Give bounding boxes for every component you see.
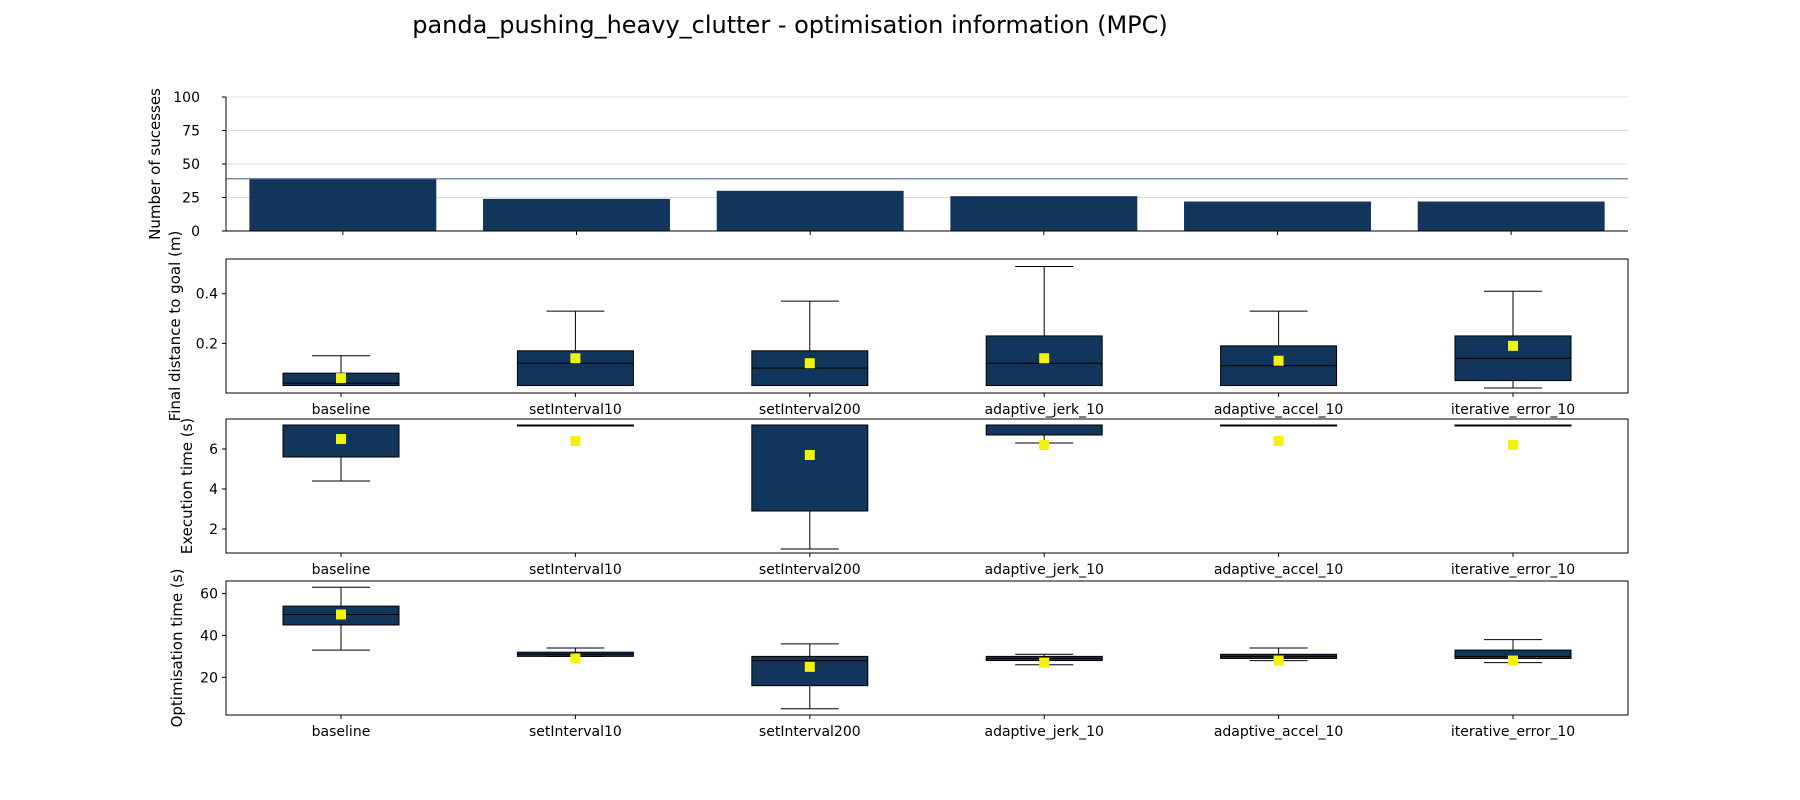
figure-title: panda_pushing_heavy_clutter - optimisati… xyxy=(412,11,1168,39)
axes-frame xyxy=(225,418,1629,554)
box-adaptive_accel_10 xyxy=(1220,424,1338,446)
bar-setInterval200 xyxy=(716,190,904,231)
box-adaptive_jerk_10 xyxy=(985,653,1103,668)
x-tick-label: iterative_error_10 xyxy=(1451,724,1575,740)
x-tick-label: setInterval10 xyxy=(529,562,622,578)
y-tick-label: 50 xyxy=(182,157,200,173)
x-tick-label: adaptive_accel_10 xyxy=(1214,562,1344,578)
box-setInterval10 xyxy=(516,647,634,664)
box-iterative_error_10 xyxy=(1454,424,1572,450)
box-adaptive_accel_10 xyxy=(1220,647,1338,666)
y-tick-label: 100 xyxy=(173,90,200,106)
mean-marker xyxy=(1273,655,1284,666)
bar-setInterval10 xyxy=(483,198,670,231)
mean-marker xyxy=(570,353,581,364)
mean-marker xyxy=(1273,436,1284,446)
mean-marker xyxy=(1039,440,1050,450)
box-baseline xyxy=(282,355,400,387)
box-setInterval200 xyxy=(751,300,869,387)
y-tick-label: 0.4 xyxy=(196,287,218,303)
bar-adaptive_accel_10 xyxy=(1184,201,1371,231)
mean-marker xyxy=(804,358,815,369)
x-tick-label: adaptive_accel_10 xyxy=(1214,724,1344,740)
x-tick-label: adaptive_accel_10 xyxy=(1214,402,1344,418)
mean-marker xyxy=(1508,340,1518,351)
x-tick-label: baseline xyxy=(312,402,371,418)
axes-frame xyxy=(225,580,1629,716)
x-tick-label: adaptive_jerk_10 xyxy=(985,562,1104,578)
box-setInterval10 xyxy=(516,424,634,446)
box-setInterval10 xyxy=(516,310,634,387)
y-tick-label: 4 xyxy=(209,482,218,498)
mean-marker xyxy=(336,609,346,620)
x-tick-label: iterative_error_10 xyxy=(1451,402,1575,418)
box-adaptive_jerk_10 xyxy=(985,265,1103,387)
box-baseline xyxy=(282,586,400,651)
box-adaptive_jerk_10 xyxy=(985,424,1103,450)
box-panel-1: baseline setInterval10 setInterval200 adapt… xyxy=(166,231,1629,422)
mean-marker xyxy=(570,653,581,664)
y-axis-label: Execution time (s) xyxy=(178,418,196,555)
y-axis-label: Optimisation time (s) xyxy=(168,569,186,728)
mean-marker xyxy=(804,661,815,672)
x-tick-label: setInterval200 xyxy=(759,402,861,418)
y-tick-label: 75 xyxy=(182,124,200,140)
mean-marker xyxy=(1039,353,1050,364)
y-tick-label: 25 xyxy=(182,191,200,207)
y-tick-label: 0.2 xyxy=(196,336,218,352)
box-panel-2: baseline setInterval10 setInterval200 adapt… xyxy=(178,418,1629,578)
y-axis-label: Final distance to goal (m) xyxy=(166,231,184,422)
mean-marker xyxy=(1508,440,1518,450)
x-tick-label: adaptive_jerk_10 xyxy=(985,724,1104,740)
x-tick-label: baseline xyxy=(312,724,371,740)
mean-marker xyxy=(1508,655,1518,666)
x-tick-label: setInterval200 xyxy=(759,562,861,578)
box-adaptive_accel_10 xyxy=(1220,310,1338,387)
y-tick-label: 2 xyxy=(209,522,218,538)
axes-frame xyxy=(225,258,1629,394)
iqr-box xyxy=(985,424,1103,436)
mean-marker xyxy=(1273,355,1284,366)
bar-adaptive_jerk_10 xyxy=(950,196,1138,231)
y-tick-label: 20 xyxy=(200,670,218,686)
mean-marker xyxy=(336,434,346,444)
box-setInterval200 xyxy=(751,643,869,710)
box-iterative_error_10 xyxy=(1454,639,1572,666)
iqr-box xyxy=(751,424,869,512)
x-tick-label: setInterval10 xyxy=(529,724,622,740)
box-setInterval200 xyxy=(751,424,869,550)
y-axis-label: Number of sucesses xyxy=(146,88,164,240)
y-tick-label: 0 xyxy=(191,224,200,240)
box-iterative_error_10 xyxy=(1454,290,1572,389)
box-panel-3: baseline setInterval10 setInterval200 adapt… xyxy=(168,569,1629,740)
x-tick-label: iterative_error_10 xyxy=(1451,562,1575,578)
mean-marker xyxy=(570,436,581,446)
y-tick-label: 60 xyxy=(200,587,218,603)
x-tick-label: baseline xyxy=(312,562,371,578)
mean-marker xyxy=(336,373,346,384)
y-tick-label: 40 xyxy=(200,628,218,644)
x-tick-label: setInterval200 xyxy=(759,724,861,740)
bar-iterative_error_10 xyxy=(1417,201,1605,231)
x-tick-label: setInterval10 xyxy=(529,402,622,418)
mean-marker xyxy=(1039,657,1050,668)
box-baseline xyxy=(282,424,400,482)
mean-marker xyxy=(804,450,815,460)
x-tick-label: adaptive_jerk_10 xyxy=(985,402,1104,418)
y-tick-label: 6 xyxy=(209,442,218,458)
bar-baseline xyxy=(249,178,437,231)
successes-panel: 0 25 50 75 100 Number of sucesses xyxy=(146,88,1628,240)
